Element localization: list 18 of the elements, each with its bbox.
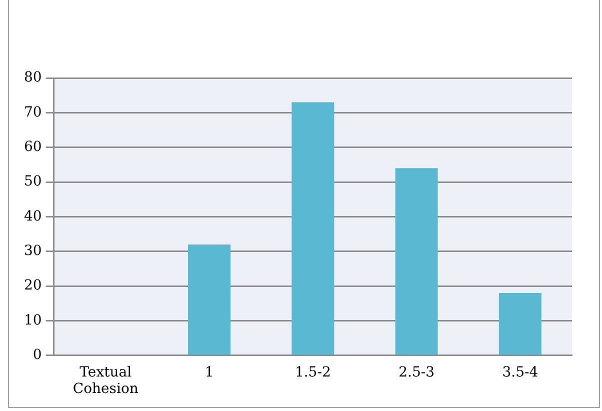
x-tick-label: Textual Cohesion [72, 364, 138, 398]
x-tick-label: 1.5-2 [294, 364, 331, 380]
x-tick-label: 1 [204, 364, 214, 380]
y-tick-label: 20 [24, 278, 42, 294]
bar [395, 168, 438, 355]
x-tick-label: 2.5-3 [398, 364, 434, 380]
y-tick-label: 50 [24, 174, 42, 190]
y-tick-label: 10 [24, 312, 42, 328]
y-tick-label: 0 [32, 347, 42, 364]
y-tick-label: 70 [24, 104, 42, 120]
bar [498, 292, 542, 355]
y-tick-label: 80 [24, 70, 42, 86]
bar [188, 244, 231, 355]
bar [292, 102, 334, 355]
y-tick-label: 30 [24, 243, 42, 260]
x-tick-label: 3.5-4 [502, 364, 538, 380]
y-tick-label: 60 [24, 138, 42, 155]
y-tick-label: 40 [24, 208, 42, 224]
